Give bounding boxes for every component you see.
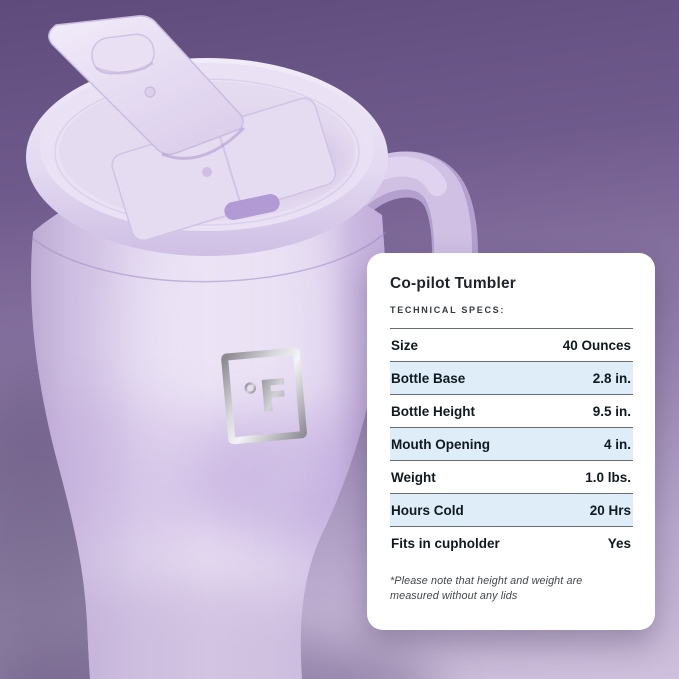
spec-value: 20 Hrs	[589, 502, 631, 518]
spec-row: Size 40 Ounces	[390, 328, 633, 361]
lid-body-seam	[31, 231, 387, 283]
spec-value: 4 in.	[603, 436, 631, 452]
specs-table: Size 40 Ounces Bottle Base 2.8 in. Bottle He…	[390, 328, 633, 559]
specs-section-label: TECHNICAL SPECS:	[390, 305, 506, 315]
logo-letter: F	[257, 370, 291, 423]
spec-row: Bottle Height 9.5 in.	[390, 394, 633, 427]
spec-value: 2.8 in.	[592, 370, 631, 386]
spec-row: Hours Cold 20 Hrs	[390, 493, 633, 526]
spec-value: Yes	[607, 535, 631, 551]
spec-label: Bottle Height	[391, 403, 475, 419]
tumbler-flip-lid	[48, 15, 244, 156]
hinge-crease	[161, 126, 246, 160]
spec-row: Mouth Opening 4 in.	[390, 427, 633, 460]
spec-value: 1.0 lbs.	[585, 469, 631, 485]
spec-label: Fits in cupholder	[391, 535, 500, 551]
specs-footnote: *Please note that height and weight are …	[390, 575, 583, 603]
tumbler-lid	[26, 15, 388, 256]
flap-vent-dot	[144, 86, 156, 98]
degree-icon	[244, 382, 257, 394]
spec-row: Bottle Base 2.8 in.	[390, 361, 633, 394]
spec-value: 40 Ounces	[562, 337, 631, 353]
spec-label: Size	[391, 337, 419, 353]
spec-row: Fits in cupholder Yes	[390, 526, 633, 559]
spec-label: Weight	[391, 469, 436, 485]
spec-label: Mouth Opening	[391, 436, 490, 452]
spec-row: Weight 1.0 lbs.	[390, 460, 633, 493]
brand-logo: F	[221, 347, 307, 445]
drink-opening	[224, 194, 280, 220]
spec-value: 9.5 in.	[592, 403, 631, 419]
product-title: Co-pilot Tumbler	[390, 275, 517, 292]
spec-label: Bottle Base	[391, 370, 466, 386]
spec-label: Hours Cold	[391, 502, 464, 518]
lid-vent-dot	[202, 167, 212, 177]
specs-card: Co-pilot Tumbler TECHNICAL SPECS: Size 40…	[367, 253, 655, 630]
